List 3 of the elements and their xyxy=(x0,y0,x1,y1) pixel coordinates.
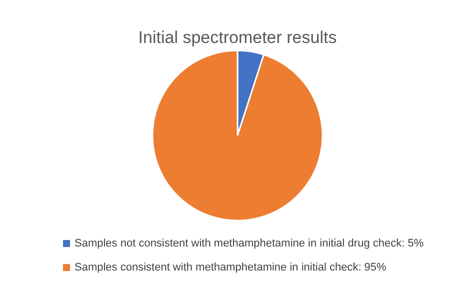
chart-title: Initial spectrometer results xyxy=(138,28,337,47)
legend-label: Samples consistent with methamphetamine in initial check: 95% xyxy=(74,262,387,274)
legend-label: Samples not consistent with methamphetamine in initial drug check: 5% xyxy=(74,238,424,250)
